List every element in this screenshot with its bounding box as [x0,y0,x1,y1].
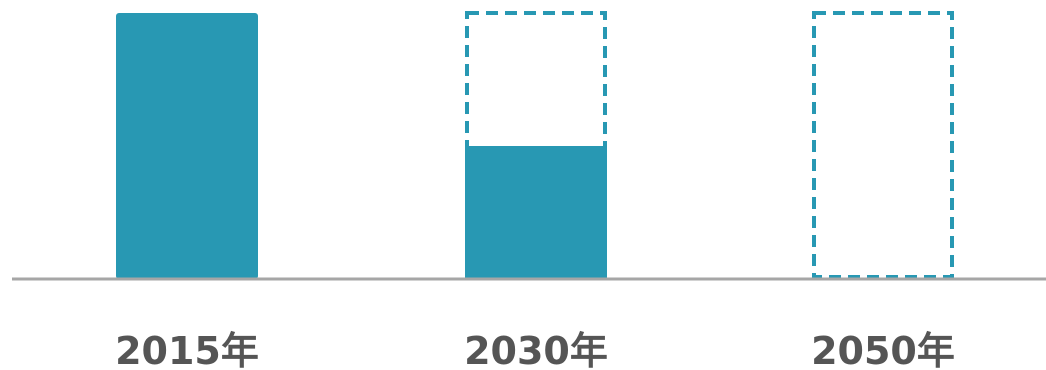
tick-label-2015: 2015年 [115,329,259,370]
bars-layer [116,11,954,279]
bar-2030 [465,146,607,279]
bar-2015 [116,13,258,279]
tick-label-2030: 2030年 [464,329,608,370]
reference-outline-2050 [812,11,954,279]
tick-label-2050: 2050年 [811,329,955,370]
tick-labels-layer: 2015年 2030年 2050年 [115,329,955,370]
reference-outline-2030 [465,11,607,279]
